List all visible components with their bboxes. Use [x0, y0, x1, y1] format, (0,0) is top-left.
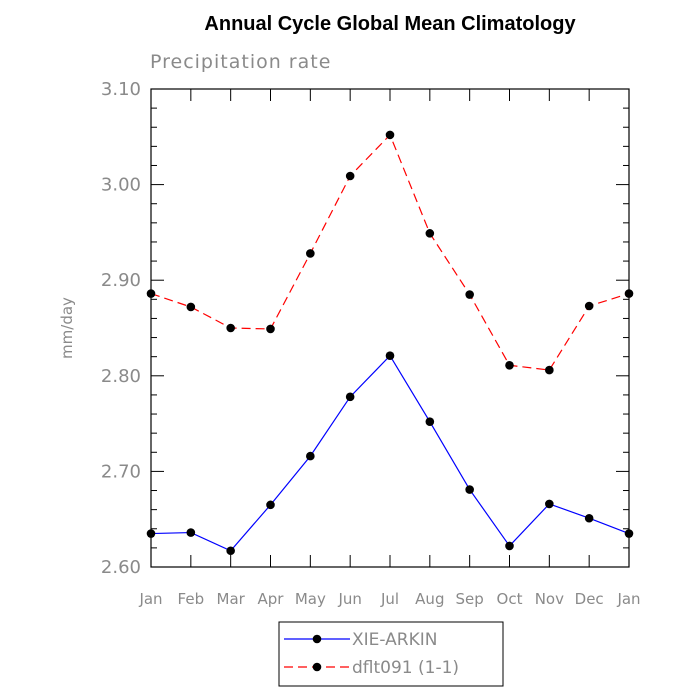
data-point: [505, 541, 514, 551]
data-point: [146, 529, 156, 538]
data-point: [584, 301, 594, 311]
legend-label: dflt091 (1-1): [352, 658, 459, 678]
data-point: [385, 351, 395, 361]
data-point: [266, 324, 275, 334]
data-point: [505, 360, 514, 370]
data-point: [345, 392, 355, 402]
data-point: [186, 528, 196, 537]
series-group: [146, 130, 634, 556]
data-point: [306, 451, 315, 461]
data-point: [345, 171, 355, 181]
plot-frame: [150, 88, 630, 568]
legend: XIE-ARKIN dflt091 (1-1): [278, 621, 504, 687]
x-tick-label: Jul: [380, 590, 399, 608]
x-tick-label: Oct: [497, 590, 523, 608]
data-point: [425, 417, 435, 426]
data-point: [465, 290, 474, 299]
y-axis-label: mm/day: [58, 297, 76, 359]
data-point: [226, 323, 235, 333]
x-tick-label: Mar: [217, 590, 246, 608]
y-tick-label: 2.70: [101, 461, 141, 482]
x-tick-label: Jan: [138, 590, 162, 608]
y-tick-label: 2.90: [101, 270, 141, 291]
x-tick-label: Jun: [337, 590, 361, 608]
data-point: [306, 249, 315, 258]
chart-title: Annual Cycle Global Mean Climatology: [204, 13, 576, 35]
data-point: [545, 365, 554, 375]
data-point: [385, 130, 395, 140]
x-tick-label: Feb: [178, 590, 205, 608]
y-tick-label: 3.00: [101, 175, 141, 196]
y-tick-label: 3.10: [101, 79, 141, 100]
data-point: [425, 229, 435, 238]
axes: 2.60 2.70 2.80 2.90 3.00 3.10 Jan Feb Mar Apr May J…: [101, 79, 641, 608]
x-tick-label: Aug: [415, 590, 444, 608]
data-point: [186, 302, 196, 312]
legend-marker: [312, 662, 322, 672]
legend-box: [278, 621, 504, 687]
y-tick-label: 2.80: [101, 366, 141, 387]
legend-label: XIE-ARKIN: [352, 630, 437, 650]
chart-subtitle: Precipitation rate: [150, 51, 331, 73]
data-point: [146, 289, 156, 298]
data-point: [584, 513, 594, 523]
data-point: [465, 485, 474, 494]
y-tick-label: 2.60: [101, 557, 141, 578]
x-tick-label: Jan: [616, 590, 640, 608]
data-point: [624, 529, 634, 538]
series-line-2: [150, 133, 630, 371]
data-point: [226, 546, 235, 556]
x-tick-label: May: [295, 590, 326, 608]
x-tick-label: Nov: [535, 590, 564, 608]
x-tick-label: Sep: [456, 590, 484, 608]
legend-marker: [312, 634, 322, 644]
data-point: [545, 499, 554, 509]
data-point: [624, 289, 634, 298]
data-point: [266, 500, 275, 510]
series-line-1: [150, 354, 630, 552]
x-tick-label: Apr: [258, 590, 285, 608]
x-tick-label: Dec: [575, 590, 604, 608]
